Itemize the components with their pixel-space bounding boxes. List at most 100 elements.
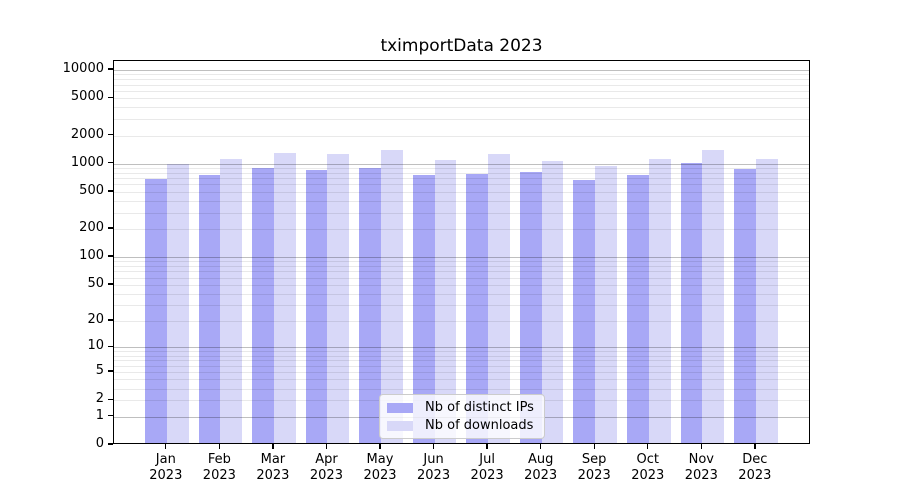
gridline-minor (114, 90, 809, 92)
x-tick (593, 444, 595, 449)
gridline-minor (114, 360, 809, 362)
bar-downloads (381, 149, 403, 443)
y-tick (108, 370, 113, 372)
y-tick-label: 0 (95, 436, 104, 451)
legend-item-downloads: Nb of downloads (387, 419, 535, 433)
legend-label-downloads: Nb of downloads (425, 418, 534, 433)
y-tick-label: 5 (95, 363, 104, 379)
plot-area (113, 60, 810, 444)
gridline-minor (114, 372, 809, 374)
x-tick-label: Jul 2023 (470, 452, 504, 483)
bar-distinct-ips (626, 174, 649, 443)
bar-distinct-ips (198, 174, 221, 443)
gridline-minor (114, 74, 809, 76)
gridline-minor (114, 98, 809, 100)
x-tick-label: Aug 2023 (524, 452, 558, 483)
gridline-minor (114, 351, 809, 353)
bar-distinct-ips (145, 178, 167, 443)
gridline-minor (114, 277, 809, 279)
y-tick (108, 415, 113, 417)
y-tick (108, 133, 113, 136)
gridline-minor (114, 178, 809, 180)
chart-title: tximportData 2023 (380, 36, 543, 56)
bar-downloads (273, 152, 296, 443)
y-tick-label: 10000 (62, 60, 104, 76)
gridline-major (114, 69, 809, 71)
x-tick-label: May 2023 (363, 452, 397, 483)
x-tick (218, 444, 221, 449)
gridline-minor (114, 271, 809, 273)
x-tick-label: Oct 2023 (631, 452, 665, 483)
x-tick (647, 444, 649, 449)
gridline-minor (114, 305, 809, 307)
x-tick-label: Jun 2023 (417, 452, 451, 483)
bar-distinct-ips (573, 179, 596, 443)
gridline-minor (114, 284, 809, 286)
y-tick-label: 1 (95, 407, 104, 423)
x-tick (539, 444, 542, 449)
y-tick (108, 319, 113, 321)
gridline-minor (114, 321, 809, 323)
x-tick-label: Jan 2023 (149, 452, 183, 483)
gridline-minor (114, 355, 809, 357)
y-tick-label: 2000 (70, 126, 104, 142)
bar-distinct-ips (412, 175, 435, 443)
y-tick-label: 200 (79, 220, 104, 236)
x-tick (486, 444, 488, 449)
gridline-major (114, 347, 809, 349)
y-tick-label: 1000 (70, 154, 104, 170)
y-tick (108, 96, 113, 98)
x-tick-label: Feb 2023 (202, 452, 236, 483)
bar-distinct-ips (466, 173, 489, 443)
x-tick (754, 444, 756, 449)
y-tick (108, 190, 113, 192)
x-tick-label: Apr 2023 (309, 452, 343, 483)
legend-swatch-downloads (387, 421, 413, 431)
gridline-minor (114, 172, 809, 174)
bar-distinct-ips (519, 171, 542, 443)
gridline-minor (114, 135, 809, 137)
gridline-minor (114, 212, 809, 214)
y-tick-label: 2 (95, 391, 104, 407)
bar-downloads (327, 154, 350, 443)
gridline-minor (114, 229, 809, 231)
y-tick-label: 500 (79, 182, 104, 198)
y-tick-label: 100 (79, 248, 104, 264)
x-tick (325, 444, 328, 449)
y-tick-label: 50 (87, 275, 104, 291)
gridline-minor (114, 293, 809, 295)
y-tick (108, 345, 113, 348)
y-tick (108, 68, 113, 70)
y-tick (108, 283, 113, 285)
x-tick (432, 444, 435, 449)
gridline-minor (114, 107, 809, 109)
gridline-minor (114, 119, 809, 120)
gridline-minor (114, 379, 809, 381)
bar-downloads (595, 166, 617, 443)
y-tick (108, 255, 113, 257)
y-tick (108, 398, 113, 400)
gridline-minor (114, 84, 809, 86)
y-tick (108, 162, 113, 164)
x-tick-label: Sep 2023 (577, 452, 611, 483)
bar-downloads (702, 149, 725, 443)
legend: Nb of distinct IPs Nb of downloads (379, 394, 545, 439)
legend-swatch-distinct-ips (387, 403, 413, 413)
gridline-minor (114, 261, 809, 263)
legend-label-distinct-ips: Nb of distinct IPs (425, 400, 534, 415)
gridline-minor (114, 79, 809, 81)
x-tick-label: Nov 2023 (684, 452, 718, 483)
x-tick (700, 444, 702, 449)
gridline-minor (114, 191, 809, 193)
gridline-minor (114, 388, 809, 390)
gridline-minor (114, 184, 809, 186)
bar-downloads (166, 163, 189, 443)
legend-item-distinct-ips: Nb of distinct IPs (387, 401, 535, 415)
x-tick-label: Dec 2023 (738, 452, 772, 483)
gridline-minor (114, 200, 809, 202)
y-tick (108, 227, 113, 229)
x-tick (379, 444, 381, 449)
bar-downloads (488, 153, 510, 443)
gridline-minor (114, 365, 809, 367)
